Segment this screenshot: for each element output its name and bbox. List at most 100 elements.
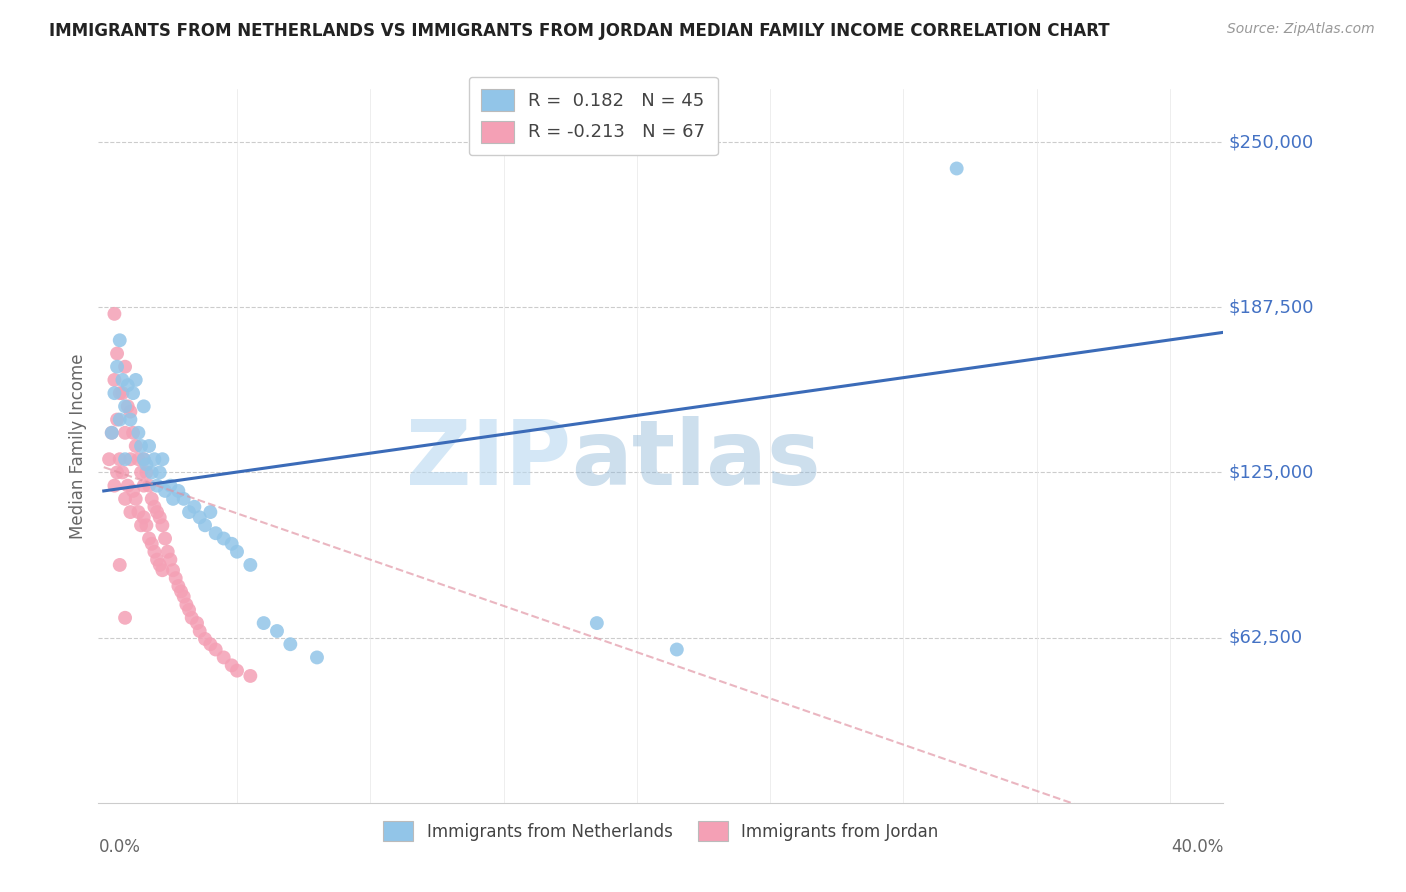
Point <box>117 478 139 492</box>
Point <box>278 637 301 651</box>
Point <box>111 466 134 480</box>
Point <box>120 505 142 519</box>
Point <box>305 650 328 665</box>
Point <box>135 458 157 472</box>
Point <box>194 518 217 533</box>
Point <box>162 491 184 506</box>
Point <box>167 579 190 593</box>
Point <box>266 624 288 638</box>
Point <box>143 500 166 514</box>
Point <box>149 510 172 524</box>
Point <box>120 412 142 426</box>
Point <box>665 642 688 657</box>
Point <box>221 658 243 673</box>
Point <box>132 478 155 492</box>
Point <box>153 483 176 498</box>
Point <box>200 505 222 519</box>
Point <box>114 452 136 467</box>
Point <box>180 611 202 625</box>
Point <box>143 545 166 559</box>
Point <box>143 452 166 467</box>
Point <box>194 632 217 646</box>
Point <box>129 439 152 453</box>
Point <box>170 584 193 599</box>
Point <box>226 545 249 559</box>
Point <box>108 452 131 467</box>
Point <box>105 466 128 480</box>
Point <box>153 532 176 546</box>
Point <box>183 500 205 514</box>
Point <box>132 452 155 467</box>
Point <box>146 478 169 492</box>
Text: $62,500: $62,500 <box>1229 629 1303 647</box>
Point <box>186 616 208 631</box>
Legend: Immigrants from Netherlands, Immigrants from Jordan: Immigrants from Netherlands, Immigrants … <box>377 814 945 848</box>
Point <box>162 563 184 577</box>
Point <box>173 590 195 604</box>
Point <box>125 373 148 387</box>
Point <box>138 478 160 492</box>
Point <box>129 466 152 480</box>
Point <box>108 386 131 401</box>
Point <box>159 552 181 566</box>
Point <box>138 439 160 453</box>
Point <box>945 161 967 176</box>
Point <box>150 452 173 467</box>
Point <box>111 386 134 401</box>
Point <box>98 452 121 467</box>
Point <box>132 400 155 414</box>
Point <box>100 425 122 440</box>
Point <box>127 505 149 519</box>
Point <box>114 491 136 506</box>
Point <box>135 466 157 480</box>
Point <box>149 558 172 572</box>
Point <box>103 478 125 492</box>
Point <box>177 505 200 519</box>
Point <box>103 307 125 321</box>
Point <box>108 558 131 572</box>
Point <box>149 466 172 480</box>
Point <box>141 537 163 551</box>
Text: atlas: atlas <box>571 417 821 504</box>
Point <box>146 505 169 519</box>
Text: IMMIGRANTS FROM NETHERLANDS VS IMMIGRANTS FROM JORDAN MEDIAN FAMILY INCOME CORRE: IMMIGRANTS FROM NETHERLANDS VS IMMIGRANT… <box>49 22 1109 40</box>
Point <box>132 510 155 524</box>
Point <box>204 526 226 541</box>
Point <box>150 518 173 533</box>
Point <box>239 558 262 572</box>
Text: ZIP: ZIP <box>406 417 571 504</box>
Point <box>132 452 155 467</box>
Point <box>125 491 148 506</box>
Point <box>188 624 211 638</box>
Point <box>177 603 200 617</box>
Point <box>103 373 125 387</box>
Point <box>114 400 136 414</box>
Point <box>212 532 235 546</box>
Point <box>122 483 145 498</box>
Text: 0.0%: 0.0% <box>98 838 141 856</box>
Point <box>108 333 131 347</box>
Point <box>127 425 149 440</box>
Point <box>103 386 125 401</box>
Point <box>141 466 163 480</box>
Point <box>253 616 276 631</box>
Point <box>156 545 179 559</box>
Text: Source: ZipAtlas.com: Source: ZipAtlas.com <box>1227 22 1375 37</box>
Point <box>117 400 139 414</box>
Point <box>188 510 211 524</box>
Point <box>114 425 136 440</box>
Point <box>167 483 190 498</box>
Point <box>122 386 145 401</box>
Point <box>135 518 157 533</box>
Point <box>221 537 243 551</box>
Point <box>120 404 142 418</box>
Point <box>146 552 169 566</box>
Point <box>165 571 187 585</box>
Point <box>114 359 136 374</box>
Point <box>239 669 262 683</box>
Text: $250,000: $250,000 <box>1229 133 1315 151</box>
Point <box>129 518 152 533</box>
Point <box>586 616 609 631</box>
Point <box>114 611 136 625</box>
Point <box>200 637 222 651</box>
